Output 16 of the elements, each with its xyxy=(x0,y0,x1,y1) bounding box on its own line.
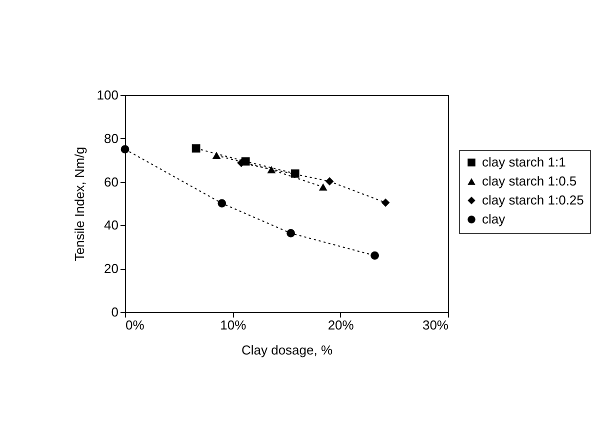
y-axis-title: Tensile Index, Nm/g xyxy=(72,146,87,262)
y-tick-label: 100 xyxy=(96,88,118,102)
x-tick-label: 20% xyxy=(328,318,354,332)
legend-label: clay starch 1:1 xyxy=(482,154,566,170)
x-axis-title: Clay dosage, % xyxy=(241,342,333,358)
x-tick-label: 0% xyxy=(126,318,145,332)
y-tick-label: 20 xyxy=(104,261,118,276)
y-tick-label: 60 xyxy=(104,174,118,190)
y-tick-label: 0 xyxy=(111,304,118,320)
x-tick-label: 10% xyxy=(220,318,247,332)
y-tick-label: 40 xyxy=(104,218,118,233)
legend-label: clay starch 1:0.25 xyxy=(482,192,584,208)
legend-label: clay xyxy=(482,212,506,226)
y-tick-label: 80 xyxy=(104,130,118,146)
x-tick-label: 30% xyxy=(422,318,449,332)
legend-label: clay starch 1:0.5 xyxy=(482,174,577,188)
